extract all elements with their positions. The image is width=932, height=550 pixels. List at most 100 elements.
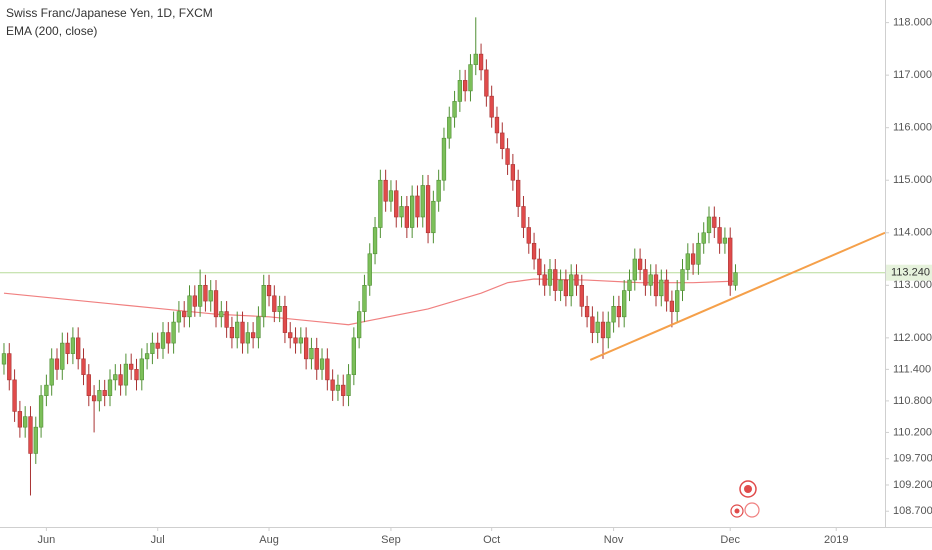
candle-body	[28, 416, 33, 454]
candle-body	[97, 390, 102, 402]
candle-body	[213, 290, 219, 318]
candle-body	[383, 179, 388, 202]
candle-body	[224, 311, 229, 328]
candle-body	[240, 321, 245, 344]
candle-body	[49, 358, 54, 386]
candle-body	[685, 253, 690, 270]
candle-body	[219, 311, 224, 318]
y-tick-label: 112.000	[893, 332, 932, 344]
last-price-tag	[886, 264, 932, 281]
candle-body	[197, 285, 203, 307]
candle-body	[468, 64, 473, 92]
candle-body	[431, 200, 436, 234]
y-tick-label: 108.700	[893, 505, 932, 517]
y-tick-label: 111.400	[893, 363, 931, 375]
candle-body	[584, 306, 590, 318]
candle-body	[473, 53, 478, 65]
y-tick-label: 113.000	[893, 279, 932, 291]
candle-body	[516, 179, 521, 207]
candle-body	[256, 316, 261, 339]
y-tick-label: 109.200	[893, 479, 932, 491]
candle-body	[144, 353, 150, 360]
candle-body	[203, 285, 208, 302]
candle-body	[409, 195, 415, 228]
candle-body	[314, 348, 319, 370]
candle-body	[494, 116, 500, 134]
candle-body	[288, 332, 293, 339]
candle-body	[81, 358, 86, 375]
candle-body	[675, 290, 680, 312]
candle-body	[335, 384, 341, 391]
candle-body	[91, 395, 97, 402]
candle-body	[441, 137, 447, 181]
candle-body	[33, 426, 38, 454]
candle-body	[447, 116, 452, 139]
candle-body	[362, 285, 367, 312]
candle-body	[622, 290, 627, 318]
last-price-label: 113.240	[891, 267, 930, 279]
candle-body	[510, 164, 516, 181]
y-tick-label: 114.000	[893, 227, 932, 239]
candle-body	[208, 290, 213, 302]
candle-body	[669, 300, 675, 312]
candle-body	[187, 295, 192, 318]
candle-body	[415, 195, 420, 218]
candle-body	[553, 269, 558, 291]
candle-body	[653, 274, 659, 297]
candle-body	[590, 316, 595, 333]
candle-body	[706, 216, 712, 234]
candle-body	[595, 321, 600, 333]
candle-body	[330, 379, 335, 391]
candle-body	[394, 190, 399, 218]
candle-body	[664, 279, 669, 302]
candle-body	[235, 321, 240, 339]
candle-body	[1, 353, 7, 365]
candle-body	[309, 348, 314, 360]
x-tick-label: Jul	[151, 534, 165, 546]
chart-title: Swiss Franc/Japanese Yen, 1D, FXCM	[6, 6, 213, 20]
candle-body	[558, 279, 563, 291]
candle-body	[425, 185, 431, 234]
y-tick-label: 117.000	[893, 69, 932, 81]
candle-body	[192, 295, 197, 307]
x-tick-label: Jun	[38, 534, 56, 546]
candle-body	[17, 411, 23, 428]
candle-body	[325, 358, 330, 381]
candle-body	[298, 337, 303, 344]
candle-body	[399, 206, 404, 218]
candle-body	[521, 206, 526, 228]
candle-body	[166, 332, 171, 344]
x-tick-label: Sep	[381, 534, 401, 546]
candle-body	[76, 337, 81, 360]
candle-body	[611, 306, 616, 323]
candle-body	[696, 242, 701, 265]
candle-body	[266, 285, 272, 297]
candle-body	[690, 253, 696, 265]
candle-body	[579, 285, 584, 307]
x-tick-label: Oct	[483, 534, 500, 546]
x-tick-label: 2019	[824, 534, 848, 546]
candle-body	[341, 384, 346, 396]
candle-body	[303, 337, 309, 360]
candle-body	[637, 258, 643, 270]
candle-body	[569, 274, 574, 297]
candle-body	[378, 179, 383, 228]
candle-body	[160, 332, 166, 349]
x-tick-label: Nov	[604, 534, 624, 546]
candle-body	[319, 358, 325, 370]
candle-body	[134, 369, 139, 381]
ema-line	[3, 278, 736, 326]
candle-body	[12, 379, 17, 412]
candle-body	[537, 258, 542, 276]
candle-body	[367, 253, 372, 286]
plot-area	[0, 17, 886, 496]
candle-body	[245, 332, 250, 344]
candle-body	[531, 242, 537, 260]
candle-body	[404, 206, 410, 228]
candle-body	[659, 279, 664, 297]
y-tick-label: 110.200	[893, 426, 932, 438]
candle-body	[182, 311, 187, 318]
candle-body	[272, 295, 277, 312]
candle-body	[436, 179, 441, 202]
candle-body	[526, 227, 531, 244]
